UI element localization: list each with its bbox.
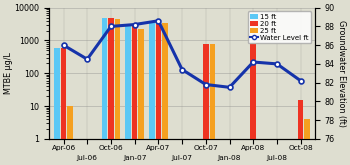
Bar [132,25,138,165]
Bar [138,29,144,165]
Bar [203,44,209,165]
Y-axis label: Groundwater Elevation (ft): Groundwater Elevation (ft) [337,20,346,127]
Bar [162,23,168,165]
Bar [61,48,66,165]
Bar [149,23,155,165]
Bar [251,44,256,165]
Y-axis label: MTBE μg/L: MTBE μg/L [4,52,13,94]
Bar [298,100,303,165]
Bar [125,25,131,165]
Bar [304,119,310,165]
Bar [108,17,114,165]
Bar [102,17,107,165]
Bar [156,24,161,165]
Bar [115,19,120,165]
Bar [210,44,215,165]
Bar [54,48,60,165]
Bar [67,106,73,165]
Legend: 15 ft, 20 ft, 25 ft, Water Level ft: 15 ft, 20 ft, 25 ft, Water Level ft [248,11,312,43]
